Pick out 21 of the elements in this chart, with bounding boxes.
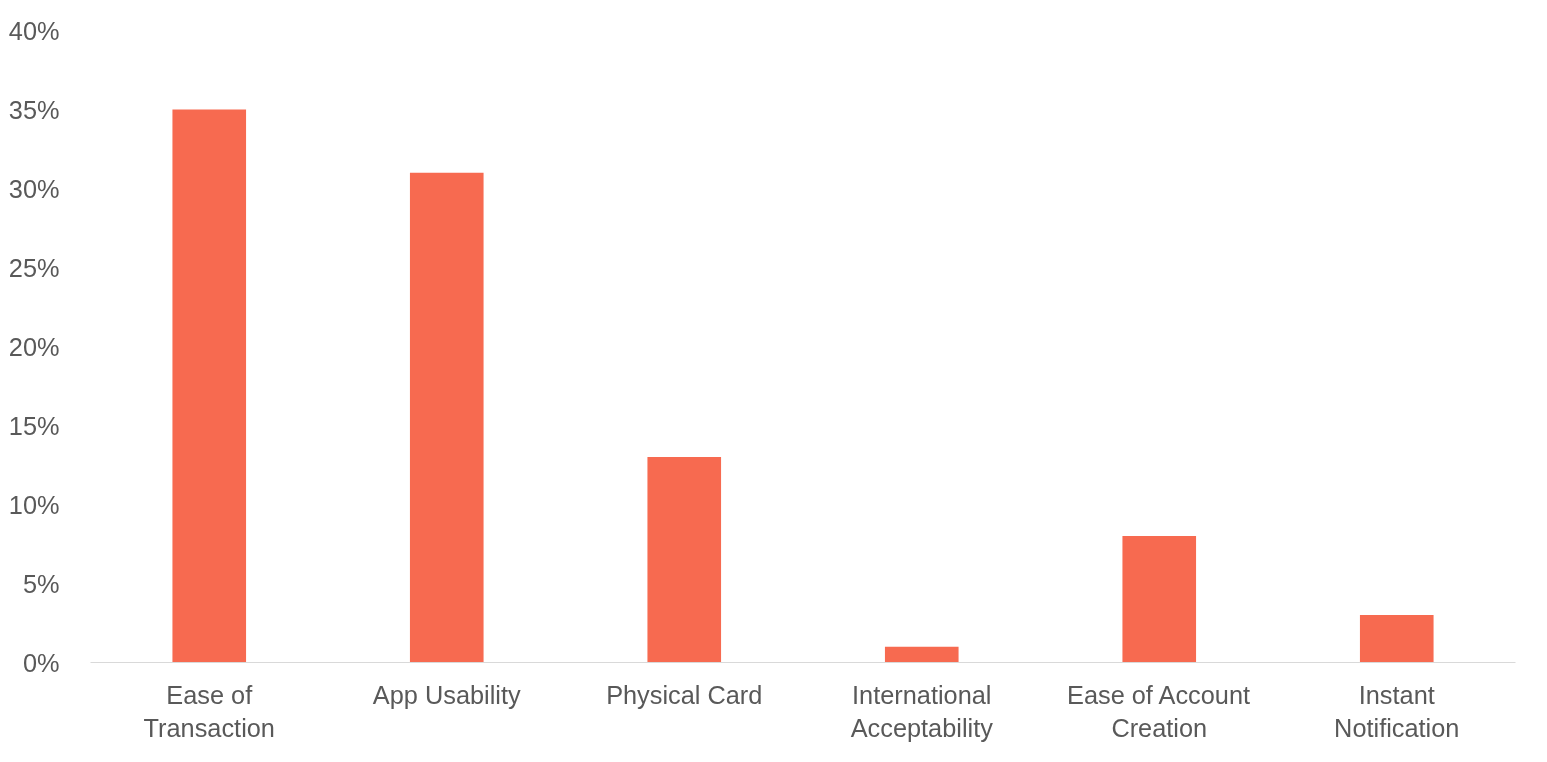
x-tick-label: Ease of Transaction (143, 680, 275, 743)
y-tick-label: 0% (22, 648, 60, 677)
bar (884, 646, 959, 663)
y-tick-label: 25% (8, 253, 60, 282)
x-tick-label: International Acceptability (850, 680, 994, 743)
bar (647, 457, 722, 663)
y-tick-label: 20% (8, 332, 60, 361)
x-tick-label: Instant Notification (1334, 680, 1460, 743)
y-tick-label: 5% (22, 569, 60, 598)
y-tick-label: 15% (8, 411, 60, 440)
y-tick-label: 40% (8, 16, 60, 45)
bar (172, 109, 247, 663)
x-tick-label: Physical Card (606, 680, 763, 709)
y-tick-label: 30% (8, 174, 60, 203)
x-tick-label: Ease of Account Creation (1067, 680, 1251, 743)
bar (409, 172, 484, 663)
bar (1359, 615, 1434, 663)
y-tick-label: 10% (8, 490, 60, 519)
y-tick-label: 35% (8, 95, 60, 124)
x-tick-label: App Usability (372, 680, 521, 709)
bar (1122, 536, 1197, 663)
